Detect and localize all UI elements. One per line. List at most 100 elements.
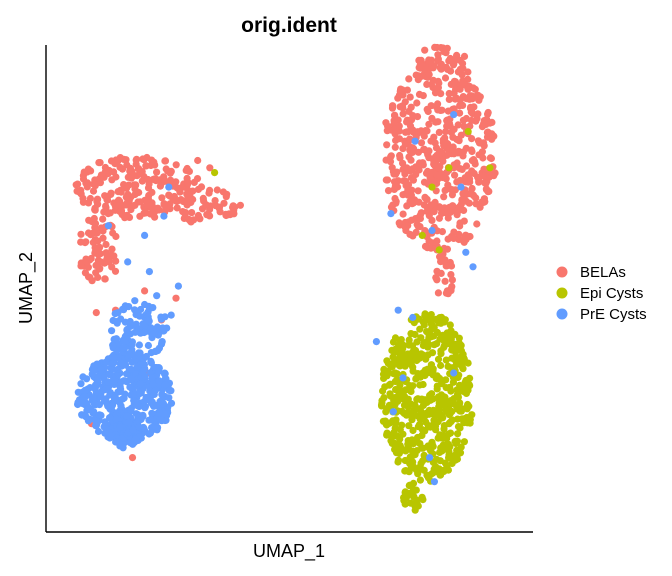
point [382, 176, 390, 184]
point [158, 194, 166, 202]
point [176, 188, 184, 196]
point [452, 439, 460, 448]
point [108, 245, 116, 253]
point [446, 409, 454, 417]
point [156, 182, 164, 190]
point [466, 415, 474, 423]
point [440, 193, 448, 201]
point [399, 210, 407, 218]
point [416, 325, 424, 333]
point [136, 212, 144, 220]
point [414, 148, 423, 156]
point [442, 356, 450, 364]
point [444, 107, 452, 115]
point [211, 169, 219, 177]
point [107, 157, 116, 165]
point [148, 188, 156, 196]
point [140, 328, 148, 337]
legend-marker [556, 287, 568, 299]
point [407, 156, 415, 164]
point [404, 440, 412, 448]
point [161, 381, 170, 389]
point [152, 347, 160, 355]
point [487, 154, 495, 163]
point [82, 393, 90, 401]
point [161, 370, 169, 378]
point [92, 422, 100, 430]
point [421, 194, 430, 202]
point [449, 378, 457, 386]
point [457, 183, 465, 191]
point [102, 358, 110, 366]
point [411, 330, 419, 339]
point [93, 196, 102, 204]
point [463, 403, 471, 411]
point [183, 164, 191, 173]
point [99, 234, 107, 242]
point [112, 257, 120, 265]
point [397, 85, 405, 93]
point [384, 122, 392, 130]
point [409, 348, 417, 356]
point [91, 385, 99, 393]
point [133, 402, 141, 410]
point [141, 287, 149, 295]
point [460, 419, 468, 427]
point [453, 159, 461, 167]
point [90, 366, 98, 374]
point [458, 165, 466, 173]
point [155, 377, 163, 385]
point [437, 391, 446, 399]
point [91, 206, 99, 214]
point [436, 457, 444, 465]
point [399, 110, 407, 118]
point [471, 85, 479, 93]
point [229, 209, 237, 217]
point [445, 57, 453, 65]
point [401, 500, 409, 508]
point [448, 345, 456, 353]
point [136, 198, 144, 206]
point [102, 170, 110, 178]
point [420, 145, 428, 153]
point [417, 459, 425, 467]
point [457, 347, 465, 355]
point [434, 289, 442, 297]
point [172, 294, 180, 302]
point [417, 350, 425, 358]
point [95, 251, 103, 259]
point [456, 222, 464, 230]
point [411, 506, 419, 514]
point [128, 454, 137, 462]
point [118, 359, 126, 368]
point [83, 179, 92, 187]
point [125, 351, 134, 359]
point [222, 211, 230, 220]
point [437, 65, 445, 73]
point [87, 167, 95, 175]
point [148, 374, 156, 382]
point [119, 344, 127, 352]
point [135, 423, 143, 431]
point [433, 385, 441, 393]
point [405, 422, 413, 430]
point [79, 194, 87, 202]
point [438, 380, 446, 388]
legend-label: BELAs [580, 264, 626, 281]
point [102, 202, 110, 210]
point [393, 376, 401, 384]
point [109, 342, 117, 350]
point [154, 423, 162, 432]
point [406, 93, 414, 101]
point [402, 411, 411, 419]
point [424, 474, 432, 482]
point [116, 163, 124, 171]
point [409, 112, 417, 120]
point [409, 426, 417, 435]
point [124, 258, 132, 266]
point [94, 373, 102, 381]
point [462, 235, 470, 243]
point [387, 153, 395, 161]
point [126, 317, 134, 326]
point [435, 128, 443, 136]
